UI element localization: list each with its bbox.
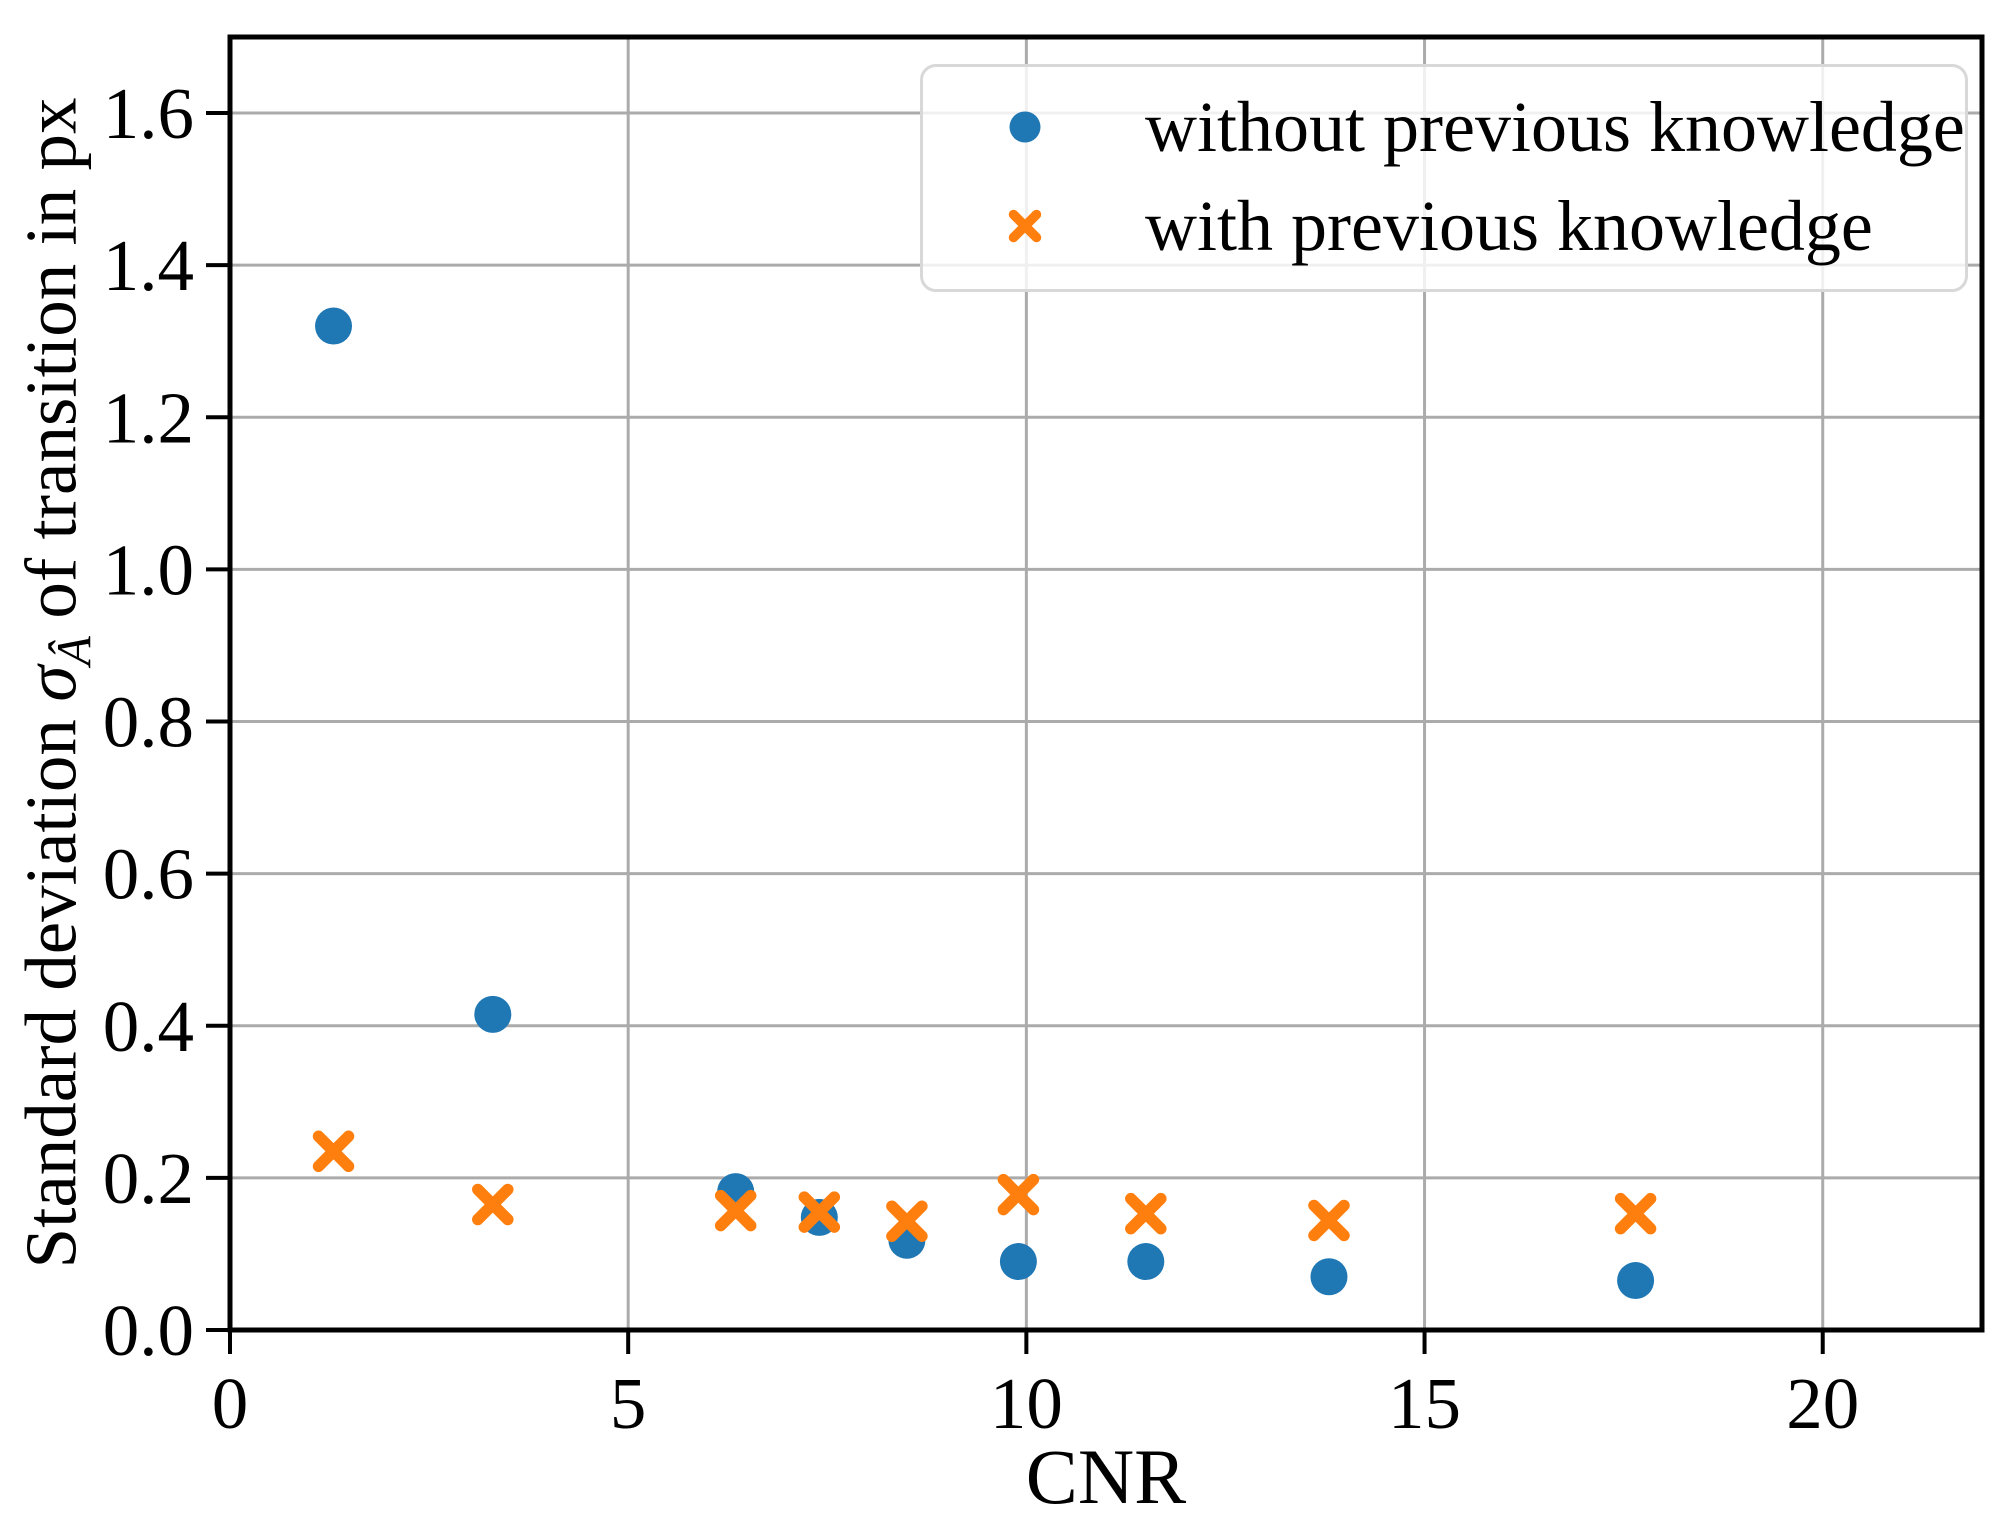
y-tick-label: 1.0 — [103, 529, 194, 610]
y-tick-label: 0.2 — [103, 1138, 194, 1219]
data-point-x — [1308, 1199, 1350, 1242]
y-tick-label: 0.8 — [103, 682, 194, 763]
legend-marker-x-icon — [971, 206, 1079, 246]
data-point-x — [1125, 1192, 1167, 1235]
data-point-circle — [474, 995, 512, 1033]
y-tick-label: 1.2 — [103, 377, 194, 458]
legend: without previous knowledge with previous… — [920, 64, 1968, 292]
y-tick-label: 1.4 — [103, 225, 194, 306]
data-point-circle — [999, 1243, 1037, 1281]
x-tick-label: 0 — [212, 1363, 249, 1444]
sigma-symbol: σ — [10, 665, 92, 702]
data-point-x — [886, 1200, 928, 1242]
data-point-circle — [1127, 1243, 1165, 1281]
x-tick-label: 15 — [1388, 1363, 1461, 1444]
legend-label-without-previous-knowledge: without previous knowledge — [1145, 86, 1965, 167]
data-point-circle — [315, 307, 353, 345]
y-axis-label-suffix: of transition in px — [10, 97, 92, 619]
data-point-circle — [1617, 1262, 1655, 1300]
x-tick-label: 10 — [990, 1363, 1063, 1444]
y-tick-label: 0.4 — [103, 986, 194, 1067]
data-point-x — [312, 1130, 355, 1173]
y-tick-label: 0.6 — [103, 834, 194, 915]
x-tick-label: 20 — [1786, 1363, 1859, 1444]
data-point-x — [714, 1189, 757, 1232]
y-tick-label: 0.0 — [103, 1290, 194, 1371]
legend-item-without-previous-knowledge: without previous knowledge — [923, 81, 1965, 173]
y-axis-label: Standard deviation σÂof transition in px — [11, 98, 102, 1269]
y-tick-label: 1.6 — [103, 73, 194, 154]
data-point-x — [798, 1191, 841, 1233]
legend-label-with-previous-knowledge: with previous knowledge — [1145, 185, 1873, 266]
data-point-circle — [1310, 1258, 1348, 1296]
data-point-x — [997, 1173, 1040, 1216]
plot-frame — [227, 34, 1985, 1333]
sigma-subscript: Â — [48, 636, 102, 666]
legend-item-with-previous-knowledge: with previous knowledge — [923, 180, 1965, 272]
data-point-x — [1614, 1192, 1657, 1235]
x-tick-label: 5 — [610, 1363, 647, 1444]
y-axis-label-prefix: Standard deviation — [10, 719, 92, 1269]
legend-marker-circle-icon — [971, 107, 1079, 147]
data-point-x — [472, 1183, 514, 1226]
x-axis-label: CNR — [1025, 1433, 1187, 1520]
